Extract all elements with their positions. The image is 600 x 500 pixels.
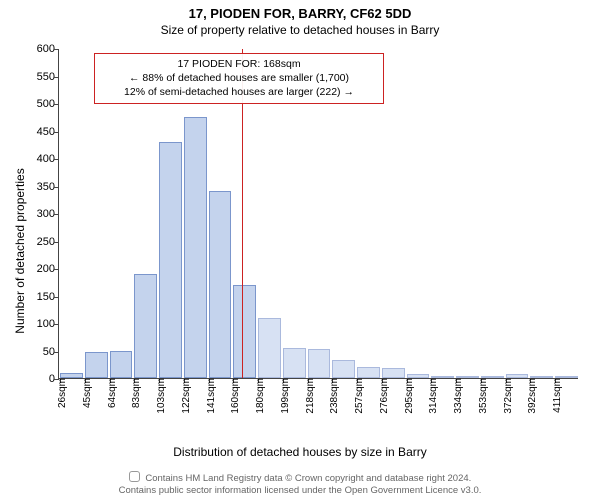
- histogram-bar: [283, 348, 306, 378]
- x-tick-label: 103sqm: [156, 378, 167, 414]
- y-tick-label: 450: [19, 126, 55, 138]
- x-tick-label: 64sqm: [107, 378, 118, 408]
- histogram-bar: [110, 351, 133, 379]
- y-tick-label: 300: [19, 208, 55, 220]
- footer-line1: Contains HM Land Registry data © Crown c…: [145, 473, 471, 484]
- x-tick-label: 411sqm: [552, 378, 563, 413]
- y-tick-label: 350: [19, 181, 55, 193]
- y-tick-mark: [54, 297, 59, 298]
- x-tick-label: 295sqm: [404, 378, 415, 414]
- x-tick-label: 257sqm: [354, 378, 365, 414]
- histogram-bar: [258, 318, 281, 379]
- chart-container: Number of detached properties 0501001502…: [0, 41, 600, 461]
- y-tick-label: 550: [19, 71, 55, 83]
- histogram-bar: [357, 367, 380, 378]
- page-subtitle: Size of property relative to detached ho…: [0, 23, 600, 37]
- y-tick-mark: [54, 159, 59, 160]
- x-tick-label: 276sqm: [379, 378, 390, 414]
- annotation-line3: 12% of semi-detached houses are larger (…: [124, 86, 354, 98]
- x-tick-label: 372sqm: [503, 378, 514, 414]
- plot-area: 05010015020025030035040045050055060026sq…: [58, 49, 578, 379]
- x-tick-label: 141sqm: [206, 378, 217, 414]
- histogram-bar: [159, 142, 182, 379]
- x-tick-label: 26sqm: [57, 378, 68, 408]
- x-tick-label: 392sqm: [527, 378, 538, 414]
- page-title: 17, PIODEN FOR, BARRY, CF62 5DD: [0, 6, 600, 21]
- y-tick-label: 0: [19, 373, 55, 385]
- x-tick-label: 353sqm: [478, 378, 489, 414]
- y-tick-mark: [54, 104, 59, 105]
- license-icon: [129, 471, 140, 482]
- histogram-bar: [184, 117, 207, 378]
- annotation-line2: ← 88% of detached houses are smaller (1,…: [129, 72, 349, 84]
- histogram-bar: [209, 191, 232, 378]
- y-tick-label: 250: [19, 236, 55, 248]
- footer-line2: Contains public sector information licen…: [119, 485, 482, 496]
- x-tick-label: 199sqm: [280, 378, 291, 414]
- y-tick-mark: [54, 187, 59, 188]
- x-tick-label: 314sqm: [428, 378, 439, 414]
- y-axis-label: Number of detached properties: [13, 168, 27, 333]
- y-tick-label: 400: [19, 153, 55, 165]
- x-axis-label: Distribution of detached houses by size …: [0, 445, 600, 459]
- y-tick-label: 500: [19, 98, 55, 110]
- y-tick-mark: [54, 49, 59, 50]
- y-tick-mark: [54, 269, 59, 270]
- histogram-bar: [332, 360, 355, 378]
- x-tick-label: 160sqm: [230, 378, 241, 414]
- annotation-line1: 17 PIODEN FOR: 168sqm: [177, 58, 300, 70]
- y-tick-label: 150: [19, 291, 55, 303]
- y-tick-mark: [54, 242, 59, 243]
- histogram-bar: [382, 368, 405, 378]
- x-tick-label: 218sqm: [305, 378, 316, 414]
- x-tick-label: 122sqm: [181, 378, 192, 414]
- histogram-bar: [233, 285, 256, 379]
- x-tick-label: 334sqm: [453, 378, 464, 414]
- histogram-bar: [308, 349, 331, 378]
- x-tick-label: 238sqm: [329, 378, 340, 414]
- y-tick-label: 100: [19, 318, 55, 330]
- x-tick-label: 180sqm: [255, 378, 266, 414]
- y-tick-label: 600: [19, 43, 55, 55]
- annotation-box: 17 PIODEN FOR: 168sqm ← 88% of detached h…: [94, 53, 384, 104]
- y-tick-label: 50: [19, 346, 55, 358]
- y-tick-mark: [54, 132, 59, 133]
- y-tick-mark: [54, 214, 59, 215]
- y-tick-mark: [54, 77, 59, 78]
- license-footer: Contains HM Land Registry data © Crown c…: [0, 471, 600, 496]
- histogram-bar: [134, 274, 157, 379]
- histogram-bar: [85, 352, 108, 378]
- x-tick-label: 45sqm: [82, 378, 93, 408]
- y-tick-label: 200: [19, 263, 55, 275]
- y-tick-mark: [54, 324, 59, 325]
- x-tick-label: 83sqm: [131, 378, 142, 408]
- y-tick-mark: [54, 352, 59, 353]
